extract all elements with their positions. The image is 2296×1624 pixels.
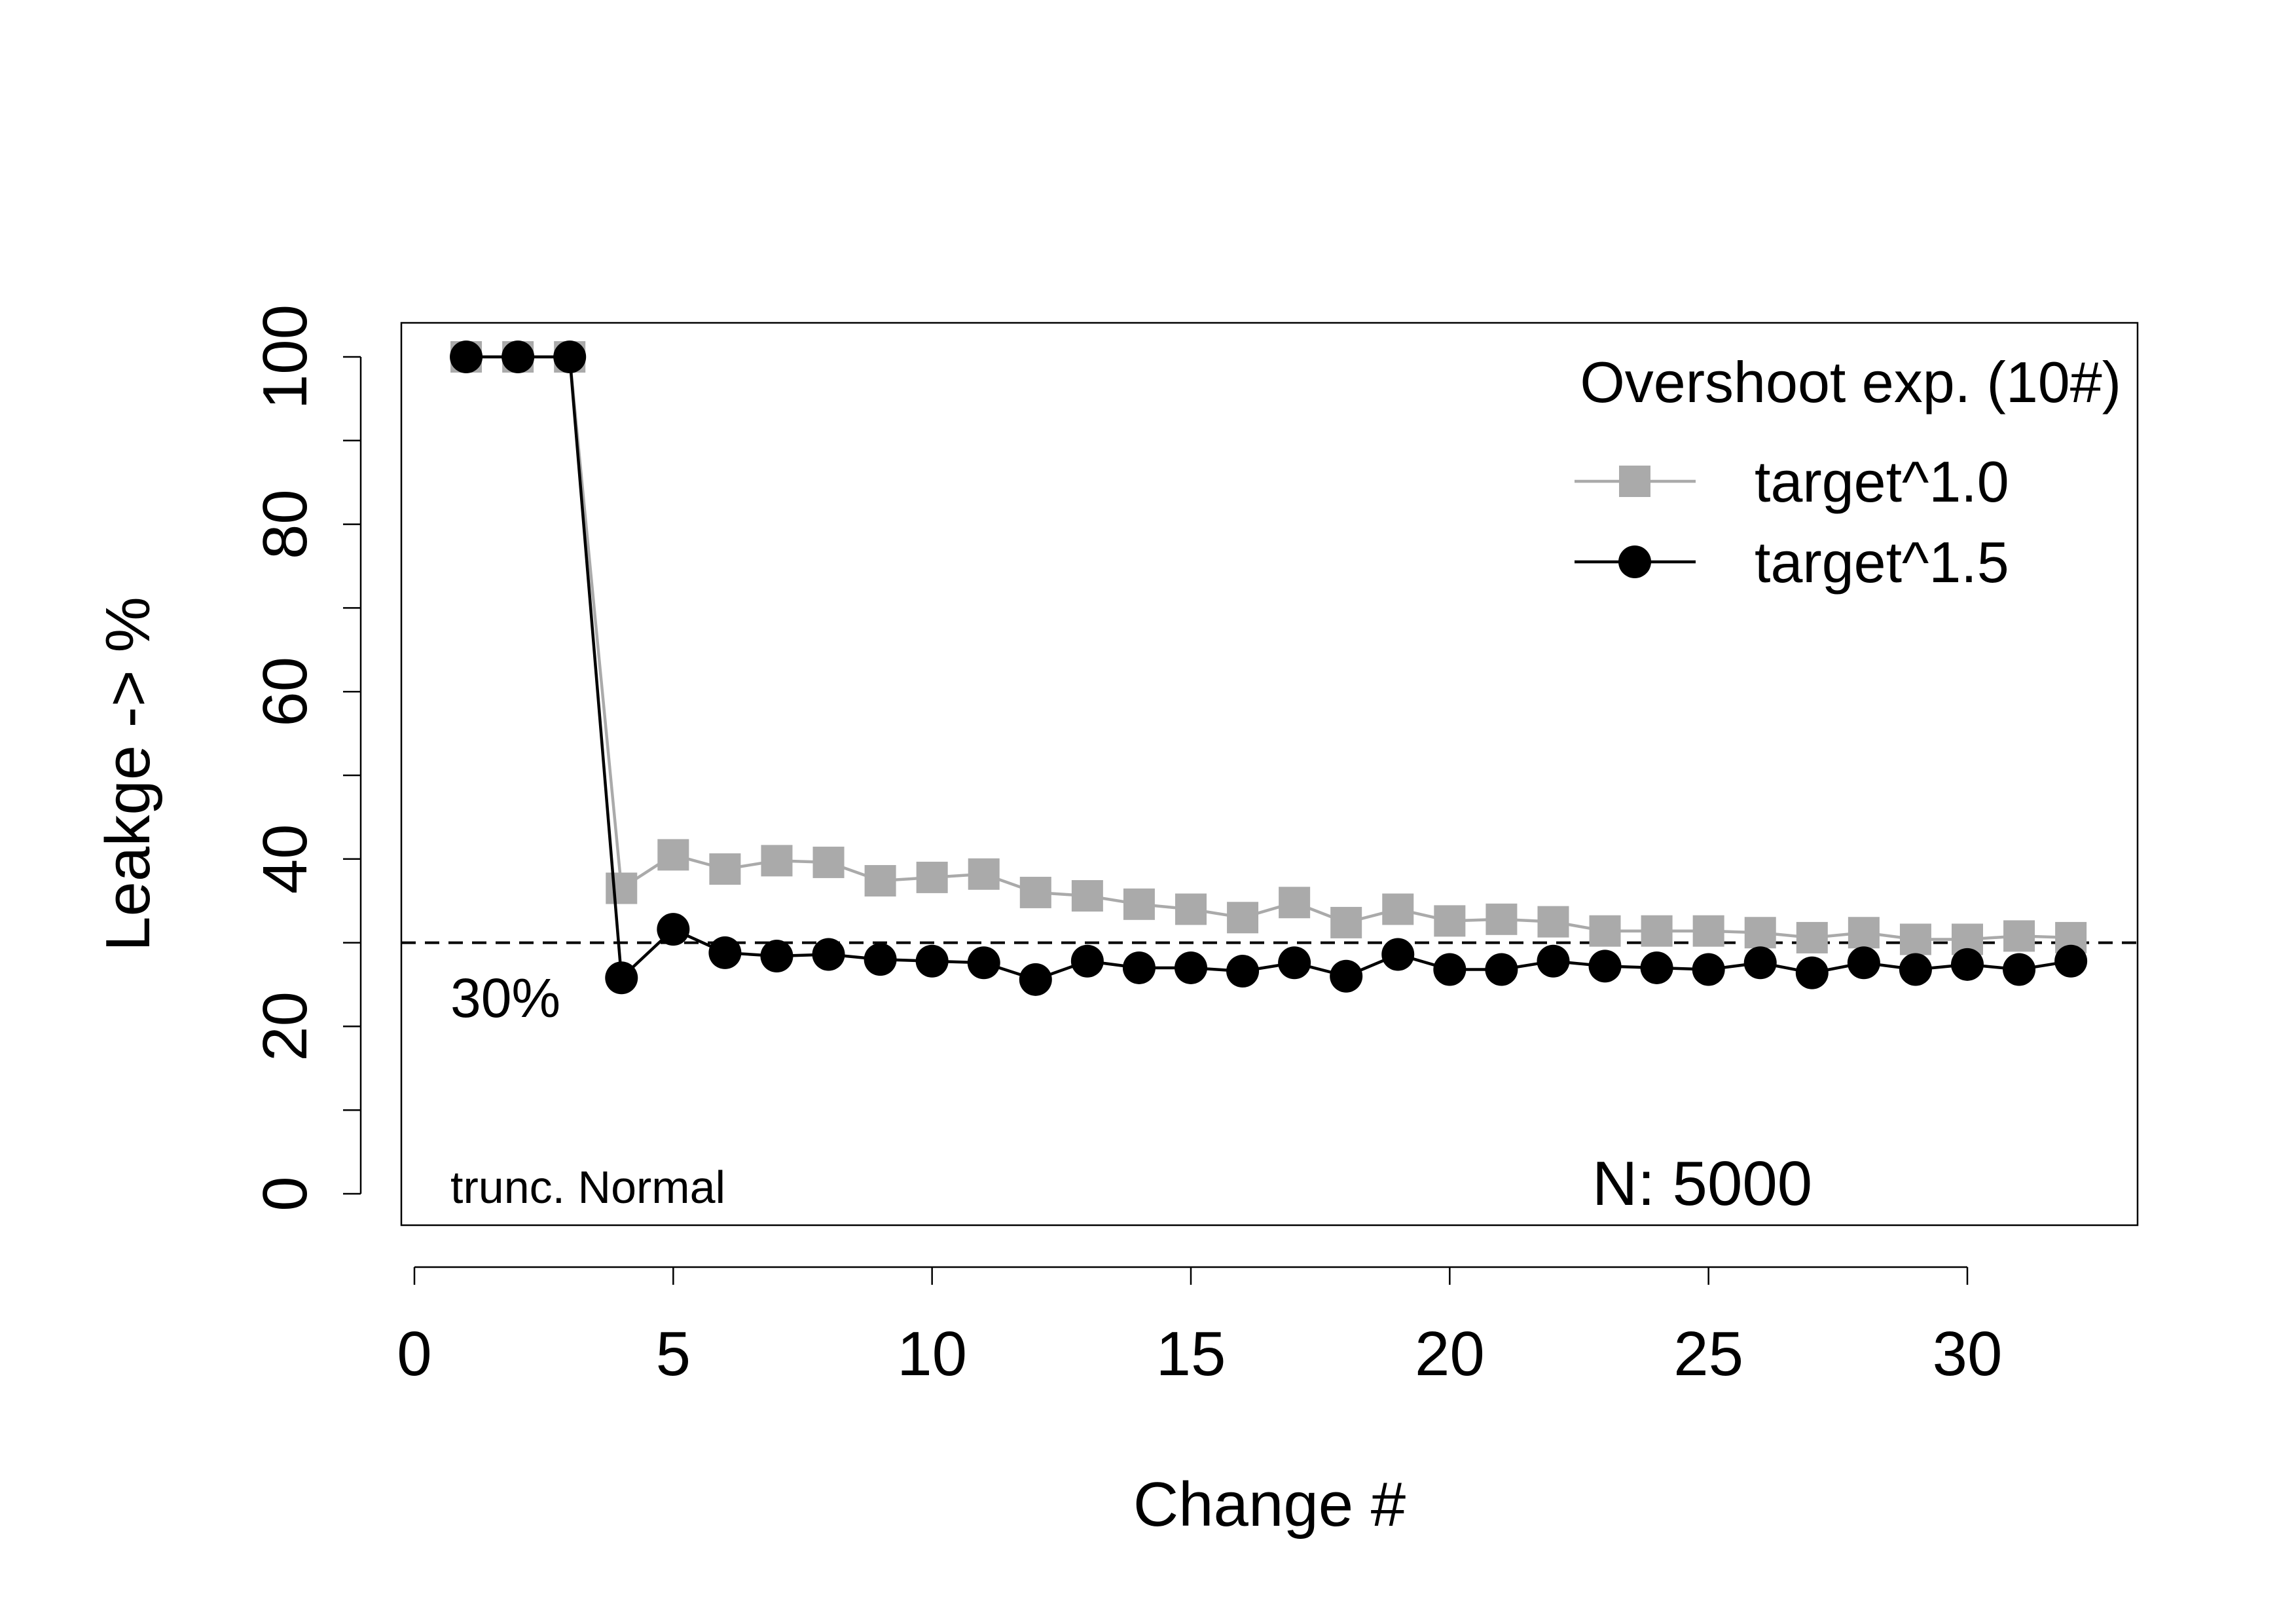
point-target-1-0-6 (709, 853, 741, 885)
y-axis: 0 20 40 60 80 100 (250, 304, 362, 1211)
point-target-1-0-9 (864, 865, 896, 897)
point-target-1-0-20 (1434, 905, 1466, 937)
y-tick-label-60: 60 (250, 657, 320, 727)
point-target-1-0-17 (1279, 887, 1311, 919)
point-target-1-0-10 (916, 861, 948, 893)
point-target-1-5-18 (1330, 959, 1363, 993)
x-tick-label-5: 5 (656, 1319, 691, 1389)
series-target-1-5 (450, 341, 2088, 996)
point-target-1-5-15 (1175, 951, 1207, 984)
point-target-1-5-1 (450, 341, 483, 373)
x-tick-label-30: 30 (1933, 1319, 2003, 1389)
point-target-1-0-13 (1071, 880, 1103, 912)
y-tick-label-100: 100 (250, 304, 320, 409)
point-target-1-0-11 (968, 858, 1000, 890)
point-target-1-0-15 (1175, 893, 1207, 925)
point-target-1-5-16 (1226, 955, 1260, 988)
y-tick-label-40: 40 (250, 824, 320, 894)
x-axis-label: Change # (1133, 1469, 1406, 1540)
point-target-1-5-11 (967, 946, 1000, 980)
y-tick-label-20: 20 (250, 991, 320, 1061)
series-target-1-0 (450, 341, 2087, 955)
point-target-1-5-17 (1278, 946, 1311, 980)
x-tick-label-0: 0 (397, 1319, 431, 1389)
point-target-1-5-29 (1899, 953, 1932, 986)
point-target-1-0-27 (1796, 921, 1828, 953)
legend-title: Overshoot exp. (10#) (1580, 350, 2121, 415)
legend-entry-target-1-5: target^1.5 (1575, 530, 2009, 595)
point-target-1-5-27 (1795, 956, 1829, 989)
point-target-1-0-24 (1641, 915, 1673, 947)
point-target-1-0-7 (761, 845, 793, 877)
legend-marker-target-1-5 (1618, 545, 1651, 578)
y-axis-label: Leakge -> % (93, 597, 163, 951)
point-target-1-0-21 (1485, 903, 1518, 935)
point-target-1-5-24 (1640, 951, 1673, 984)
point-target-1-5-28 (1847, 946, 1880, 980)
point-target-1-5-31 (2003, 953, 2036, 986)
point-target-1-0-16 (1227, 902, 1259, 934)
point-target-1-5-13 (1070, 944, 1104, 978)
point-target-1-0-18 (1330, 906, 1362, 938)
series-layer (450, 341, 2088, 996)
point-target-1-5-10 (915, 944, 949, 978)
point-target-1-5-7 (760, 940, 793, 973)
x-tick-label-25: 25 (1673, 1319, 1743, 1389)
point-target-1-5-8 (812, 938, 845, 971)
point-target-1-5-23 (1588, 950, 1622, 983)
point-target-1-0-31 (2003, 920, 2035, 952)
legend-entry-target-1-0: target^1.0 (1575, 449, 2009, 514)
x-tick-label-20: 20 (1415, 1319, 1485, 1389)
point-target-1-5-25 (1692, 953, 1725, 986)
y-tick-label-80: 80 (250, 489, 320, 559)
point-target-1-5-12 (1019, 963, 1052, 996)
distribution-annotation: trunc. Normal (450, 1162, 725, 1213)
point-target-1-5-20 (1433, 953, 1467, 986)
point-target-1-0-28 (1848, 917, 1880, 949)
point-target-1-0-8 (812, 846, 845, 878)
point-target-1-5-3 (553, 341, 587, 373)
point-target-1-0-26 (1744, 917, 1776, 949)
legend: Overshoot exp. (10#) target^1.0target^1.… (1575, 350, 2121, 595)
point-target-1-0-25 (1692, 915, 1724, 947)
point-target-1-0-22 (1537, 906, 1569, 938)
point-target-1-0-12 (1019, 876, 1051, 908)
point-target-1-0-5 (657, 839, 689, 871)
point-target-1-5-9 (864, 943, 897, 976)
legend-label-target-1-5: target^1.5 (1755, 530, 2009, 595)
point-target-1-0-19 (1382, 893, 1414, 925)
point-target-1-0-23 (1589, 915, 1621, 947)
legend-entries: target^1.0 target^1.5 (1575, 449, 2009, 595)
x-tick-label-10: 10 (897, 1319, 967, 1389)
plot-frame (400, 322, 2139, 1227)
x-tick-label-15: 15 (1156, 1319, 1226, 1389)
point-target-1-5-22 (1537, 944, 1570, 978)
point-target-1-5-26 (1743, 946, 1777, 980)
point-target-1-0-29 (1899, 923, 1931, 955)
point-target-1-5-14 (1122, 951, 1156, 984)
point-target-1-5-19 (1381, 938, 1415, 971)
point-target-1-5-32 (2054, 944, 2088, 978)
point-target-1-5-21 (1485, 953, 1518, 986)
point-target-1-0-4 (606, 872, 638, 904)
point-target-1-5-4 (605, 961, 638, 995)
reference-line-label: 30% (450, 967, 560, 1029)
legend-marker-target-1-0 (1619, 466, 1650, 497)
point-target-1-0-14 (1123, 888, 1155, 920)
point-target-1-5-30 (1951, 948, 1984, 981)
y-tick-label-0: 0 (250, 1176, 320, 1211)
sample-size-annotation: N: 5000 (1592, 1149, 1812, 1219)
point-target-1-5-6 (708, 936, 742, 969)
point-target-1-5-5 (657, 913, 690, 946)
x-axis: 0 5 10 15 20 25 30 (397, 1266, 2003, 1389)
point-target-1-5-2 (501, 341, 535, 373)
legend-label-target-1-0: target^1.0 (1755, 449, 2009, 514)
